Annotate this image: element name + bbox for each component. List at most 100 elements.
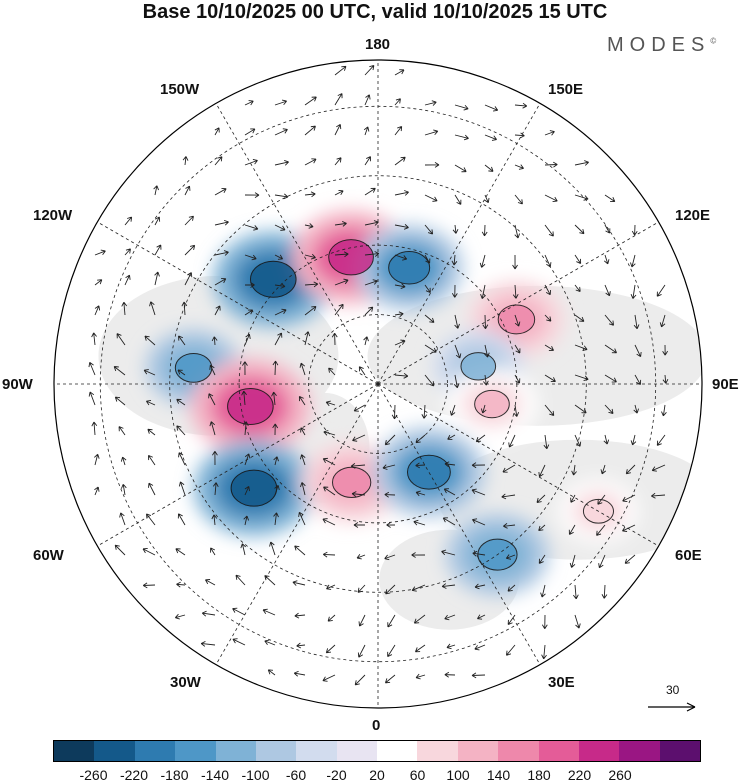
wind-vector xyxy=(243,515,250,526)
colorbar-swatch xyxy=(54,741,95,761)
wind-vector xyxy=(274,128,288,136)
wind-vector xyxy=(538,464,546,478)
wind-vector xyxy=(484,104,499,112)
wind-vector xyxy=(274,99,287,106)
wind-vector xyxy=(334,93,343,106)
wind-vector xyxy=(304,331,311,346)
wind-vector xyxy=(212,450,218,466)
wind-vector xyxy=(351,491,366,497)
wind-vector xyxy=(441,583,456,589)
wind-vector xyxy=(597,494,606,505)
wind-vector xyxy=(394,254,408,261)
wind-vector xyxy=(572,584,579,600)
wind-vector xyxy=(394,190,409,196)
wind-vector xyxy=(274,193,289,200)
wind-vector xyxy=(596,524,606,536)
wind-vector xyxy=(631,224,638,236)
wind-vector xyxy=(244,128,256,136)
meridian-line xyxy=(97,383,379,547)
wind-vector xyxy=(424,129,439,136)
wind-vector xyxy=(91,421,98,436)
wind-vector xyxy=(264,575,276,586)
wind-vector xyxy=(304,96,317,106)
anomaly-core-negative-north-america xyxy=(174,352,213,383)
reference-vector-arrow xyxy=(648,702,696,712)
wind-vector xyxy=(334,65,347,76)
wind-vector xyxy=(604,344,617,354)
colorbar-tick-label: -220 xyxy=(119,767,149,783)
wind-vector xyxy=(544,314,552,322)
wind-vector xyxy=(604,404,614,415)
wind-vector xyxy=(569,554,576,568)
wind-vector xyxy=(454,194,462,205)
meridian-line xyxy=(215,383,379,665)
wind-vector xyxy=(300,454,306,466)
wind-vector xyxy=(507,614,516,625)
wind-vector xyxy=(508,434,516,448)
wind-vector xyxy=(244,100,254,106)
wind-vector xyxy=(514,374,521,384)
wind-vector xyxy=(630,254,636,268)
wind-vector xyxy=(124,274,131,286)
wind-vector xyxy=(514,194,523,205)
wind-vector xyxy=(514,132,525,139)
wind-vector xyxy=(662,344,668,356)
wind-vector xyxy=(325,644,336,654)
colorbar-swatch xyxy=(215,741,256,761)
wind-vector xyxy=(424,284,431,293)
wind-vector xyxy=(94,305,101,316)
colorbar-tick-label: 220 xyxy=(567,767,592,783)
wind-vector xyxy=(453,374,460,389)
wind-vector xyxy=(447,434,456,440)
wind-vector xyxy=(424,314,435,323)
colorbar-swatch xyxy=(175,741,216,761)
anomaly-core-positive-west-siberia xyxy=(474,389,510,419)
wind-vector xyxy=(536,494,546,503)
wind-vector xyxy=(142,582,156,589)
wind-vector xyxy=(394,311,404,318)
wind-vector xyxy=(633,314,640,330)
wind-vector xyxy=(604,374,617,383)
colorbar-swatch xyxy=(336,741,377,761)
wind-vector xyxy=(538,524,546,532)
anomaly-core-positive-hudson xyxy=(227,388,274,426)
wind-vector xyxy=(273,512,279,526)
wind-vector xyxy=(411,584,426,592)
wind-vector xyxy=(178,335,186,346)
wind-vector xyxy=(622,524,636,532)
colorbar-swatch xyxy=(619,741,660,761)
anomaly-core-negative-central-siberia xyxy=(460,352,497,381)
wind-vector xyxy=(651,492,666,499)
wind-vector xyxy=(120,483,127,496)
wind-vector xyxy=(232,638,246,646)
wind-vector xyxy=(214,127,220,136)
wind-vector xyxy=(484,194,490,204)
wind-vector xyxy=(574,194,589,201)
wind-vector xyxy=(334,157,342,166)
wind-vector xyxy=(274,332,283,346)
colorbar-swatch xyxy=(498,741,539,761)
colorbar-tick-label: 60 xyxy=(409,767,426,783)
wind-vector xyxy=(659,314,666,328)
wind-vector xyxy=(298,395,306,406)
wind-vector xyxy=(352,434,366,442)
wind-vector xyxy=(391,404,398,420)
wind-vector xyxy=(182,156,189,166)
wind-vector xyxy=(269,541,276,556)
wind-vector xyxy=(574,344,588,351)
wind-vector xyxy=(300,427,306,436)
colorbar-swatch xyxy=(659,741,700,761)
wind-vector xyxy=(512,254,518,270)
lon-label-30w: 30W xyxy=(170,674,201,691)
wind-vector xyxy=(327,614,336,622)
wind-vector xyxy=(512,284,519,299)
wind-vector xyxy=(114,396,126,406)
colorbar xyxy=(53,740,701,762)
wind-vector xyxy=(451,284,458,298)
wind-vector xyxy=(235,574,246,586)
wind-vector xyxy=(356,554,366,560)
reference-vector-label: 30 xyxy=(666,683,680,697)
wind-vector xyxy=(424,224,434,235)
wind-vector xyxy=(480,284,486,299)
